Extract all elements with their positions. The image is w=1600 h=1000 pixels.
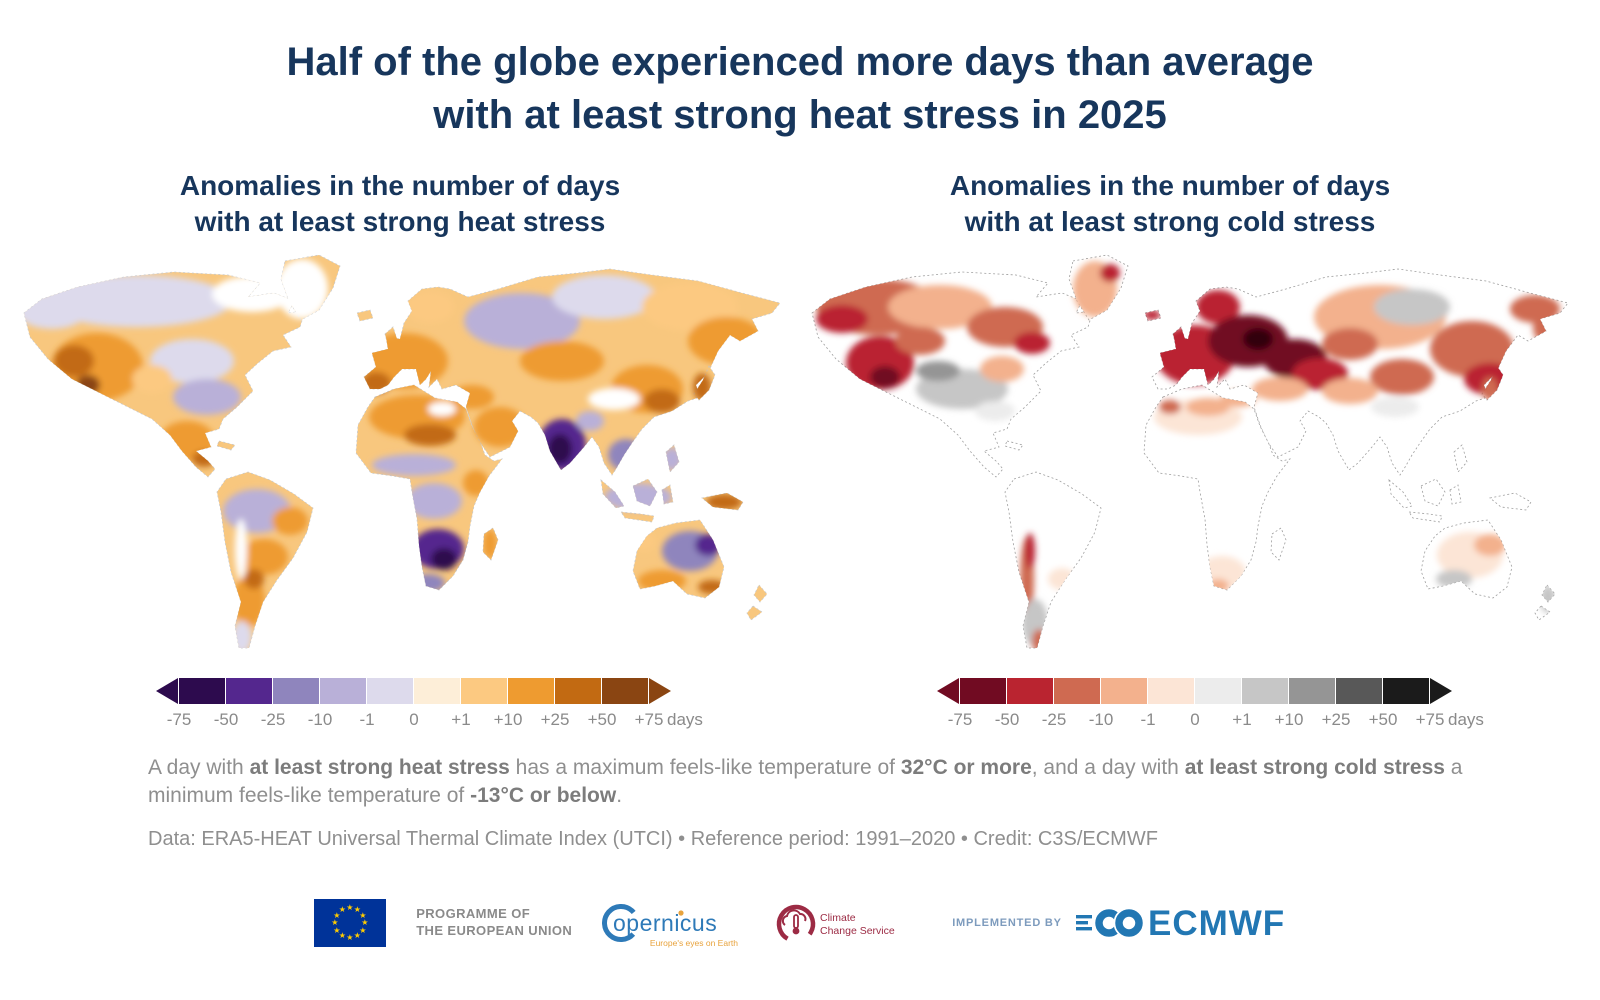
cold-colorbar-legend: -75 -50 -25 -10 -1 0 +1 +10 +25 +50 +75 days — [937, 678, 1497, 738]
heat-map-subtitle: Anomalies in the number of days with at l… — [179, 170, 621, 238]
page-title: Half of the globe experienced more days … — [286, 40, 1314, 137]
heat-colorbar-legend: -75 -50 -25 -10 -1 0 +1 +10 +25 +50 +75 days — [156, 678, 716, 738]
copernicus-wordmark: opernicus — [613, 910, 717, 936]
c3s-label-line1: Climate — [820, 912, 856, 924]
ecmwf-glyph — [1075, 907, 1145, 939]
colorbar-tick-labels: -75 -50 -25 -10 -1 0 +1 +10 +25 +50 +75 days — [166, 710, 703, 729]
eu-programme-label: PROGRAMME OF THE EUROPEAN UNION — [416, 906, 573, 938]
colorbar-left-arrow — [937, 678, 959, 704]
cloud-icon — [782, 909, 807, 926]
climate-change-service-logo: Climate Change Service — [776, 904, 895, 944]
copernicus-orange-dot — [678, 910, 684, 916]
colorbar-right-arrow — [649, 678, 671, 704]
thermometer-icon — [793, 914, 800, 929]
copernicus-logo: opernicus Europe's eyes on Earth — [602, 904, 738, 948]
heat-stress-world-map — [2, 248, 782, 660]
colorbar-left-arrow — [156, 678, 178, 704]
definition-footnote: A day with at least strong heat stress h… — [148, 756, 1463, 807]
eu-flag-logo: ★ ★ ★ ★ ★ ★ ★ ★ ★ ★ ★ ★ — [314, 899, 387, 947]
copernicus-tagline: Europe's eyes on Earth — [650, 938, 738, 948]
ecmwf-logo: ECMWF — [1075, 904, 1285, 943]
colorbar-right-arrow — [1430, 678, 1452, 704]
cold-stress-world-map — [790, 248, 1570, 660]
colorbar-tick-labels: -75 -50 -25 -10 -1 0 +1 +10 +25 +50 +75 days — [947, 710, 1484, 729]
implemented-by-label: IMPLEMENTED BY — [952, 917, 1062, 929]
data-source-line: Data: ERA5-HEAT Universal Thermal Climat… — [148, 828, 1158, 850]
colorbar-segments — [179, 678, 649, 704]
ecmwf-wordmark: ECMWF — [1148, 904, 1285, 943]
colorbar-segments — [960, 678, 1430, 704]
c3s-label-line2: Change Service — [820, 925, 895, 937]
cold-map-subtitle: Anomalies in the number of days with at l… — [949, 170, 1391, 238]
logo-row: ★ ★ ★ ★ ★ ★ ★ ★ ★ ★ ★ ★ PROGRAMME OF THE EUROPEAN UN… — [0, 888, 1600, 958]
